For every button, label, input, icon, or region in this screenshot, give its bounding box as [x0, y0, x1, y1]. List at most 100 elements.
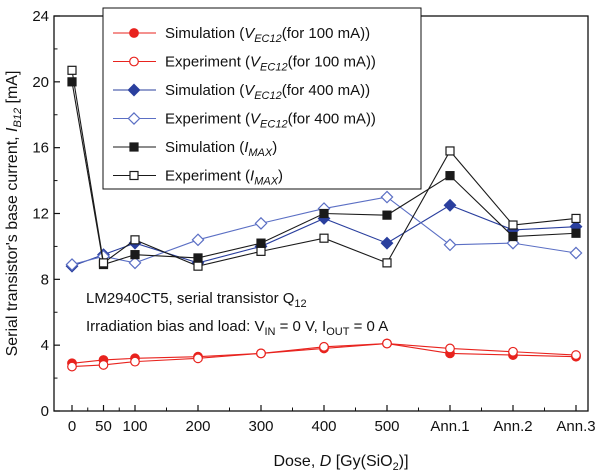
- x-tick-label: 200: [185, 418, 210, 435]
- legend-label-part: (for 400 mA)): [288, 111, 376, 128]
- annotation-device: LM2940CT5, serial transistor Q12: [86, 290, 307, 310]
- data-point: [571, 213, 581, 224]
- x-axis-label-unit: [Gy(SiO: [331, 453, 392, 470]
- x-tick-label: 100: [122, 418, 147, 435]
- legend-label: Simulation (VEC12(for 400 mA)): [165, 82, 370, 102]
- legend-entry-4: Experiment (VEC12(for 400 mA)): [113, 111, 376, 131]
- data-point: [256, 348, 266, 359]
- data-point: [256, 246, 266, 256]
- data-point: [445, 171, 455, 181]
- legend-swatch-marker: [129, 56, 139, 67]
- data-point: [67, 361, 77, 372]
- y-axis-label: Serial transistor's base current, IB12 […: [4, 71, 24, 357]
- data-point: [443, 238, 457, 252]
- legend-entry-5: Simulation (IMAX): [113, 139, 277, 159]
- legend-entry-1: Simulation (VEC12(for 100 mA)): [113, 25, 370, 45]
- y-axis-label-prefix: Serial transistor's base current,: [4, 132, 21, 356]
- legend-label-part: MAX: [248, 147, 273, 159]
- legend-label-part: V: [244, 82, 256, 99]
- annotation-conditions-sub-in: IN: [264, 326, 275, 338]
- x-axis-label-close: )]: [399, 453, 409, 470]
- series-5: [67, 77, 581, 270]
- legend-label-part: ): [278, 168, 283, 185]
- legend-label-part: ): [272, 139, 277, 156]
- data-point: [67, 65, 77, 75]
- legend-label-part: Simulation (: [165, 139, 244, 156]
- series-line: [71, 81, 577, 266]
- data-point: [380, 236, 394, 250]
- legend-label: Simulation (VEC12(for 100 mA)): [165, 25, 370, 45]
- tick-layer: 0 4 8 12 16 20 24 0 50 100 200 300 400 500 Ann.1 Ann.2 A…: [32, 8, 595, 435]
- legend-label: Experiment (IMAX): [165, 168, 283, 188]
- legend-label-part: EC12: [254, 90, 282, 102]
- data-point: [193, 261, 203, 271]
- y-tick-label: 16: [32, 140, 49, 157]
- legend-label-part: I: [250, 168, 254, 185]
- legend-label: Experiment (VEC12(for 100 mA)): [165, 54, 376, 74]
- y-tick-label: 24: [32, 8, 49, 25]
- data-point: [508, 346, 518, 357]
- data-point: [319, 233, 329, 243]
- legend-label-part: (for 100 mA)): [288, 54, 376, 71]
- legend-entry-2: Experiment (VEC12(for 100 mA)): [113, 54, 376, 74]
- data-point: [571, 228, 581, 238]
- data-point: [382, 338, 392, 349]
- legend-entry-3: Simulation (VEC12(for 400 mA)): [113, 82, 370, 102]
- x-tick-label: Ann.3: [556, 418, 595, 435]
- y-axis-label-var: I: [4, 127, 21, 132]
- data-point: [508, 231, 518, 242]
- legend-label-part: EC12: [260, 62, 288, 74]
- series-6: [67, 65, 581, 271]
- data-point: [65, 258, 79, 271]
- y-axis-label-sub: B12: [12, 108, 24, 128]
- y-axis-label-unit: [mA]: [4, 71, 21, 108]
- legend-label-part: V: [250, 111, 262, 128]
- data-point: [130, 356, 140, 367]
- data-point: [254, 216, 268, 230]
- series-line: [71, 70, 577, 267]
- x-tick-label: 50: [95, 418, 112, 435]
- annotation-conditions-b: = 0 V, I: [275, 318, 326, 335]
- legend-label-part: EC12: [254, 33, 282, 45]
- legend: Simulation (VEC12(for 100 mA))Experiment…: [102, 7, 422, 190]
- data-point: [380, 190, 394, 204]
- legend-label-part: (for 100 mA)): [282, 25, 370, 42]
- legend-label-part: Simulation (: [165, 82, 244, 99]
- series-4: [65, 190, 583, 271]
- series-line: [71, 342, 577, 364]
- legend-entry-6: Experiment (IMAX): [113, 168, 283, 188]
- series-layer: [65, 65, 583, 372]
- y-tick-label: 4: [41, 337, 49, 354]
- legend-swatch-marker: [129, 28, 139, 38]
- legend-label: Experiment (VEC12(for 400 mA)): [165, 111, 376, 131]
- x-axis-label: Dose, D [Gy(SiO2)]: [273, 453, 408, 473]
- legend-label-part: EC12: [260, 119, 288, 131]
- data-point: [569, 246, 583, 260]
- series-line: [71, 342, 577, 368]
- legend-label-part: Experiment (: [165, 111, 250, 128]
- annotation-device-sub: 12: [294, 298, 306, 310]
- legend-label-part: I: [244, 139, 248, 156]
- data-point: [130, 250, 140, 260]
- annotation-conditions-sub-out: OUT: [326, 326, 350, 338]
- data-point: [130, 235, 140, 245]
- data-point: [382, 258, 392, 268]
- x-axis-label-var: D: [320, 453, 332, 470]
- legend-label-part: Simulation (: [165, 25, 244, 42]
- data-point: [98, 258, 109, 268]
- x-tick-label: 300: [248, 418, 273, 435]
- legend-swatch-marker: [127, 112, 141, 125]
- legend-box: [102, 7, 422, 190]
- y-tick-label: 8: [41, 271, 49, 288]
- y-tick-label: 20: [32, 74, 49, 91]
- data-point: [382, 210, 392, 220]
- data-point: [193, 253, 203, 263]
- data-point: [67, 77, 77, 87]
- data-point: [191, 233, 205, 247]
- data-point: [98, 360, 109, 370]
- legend-label-part: V: [244, 25, 256, 42]
- legend-label-part: Experiment (: [165, 54, 250, 71]
- legend-swatch-marker: [129, 170, 139, 181]
- data-point: [508, 220, 518, 230]
